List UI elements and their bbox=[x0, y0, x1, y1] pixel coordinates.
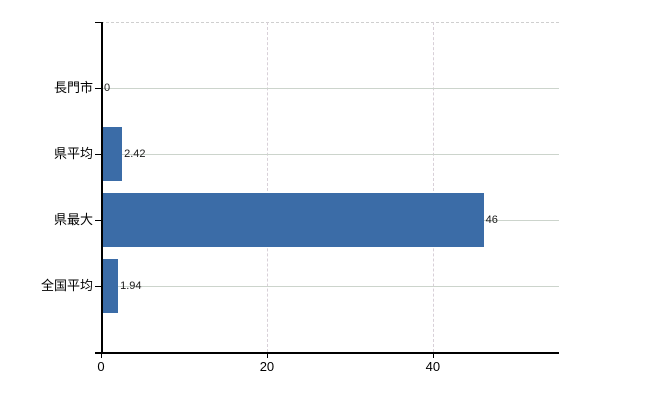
grid-line-horizontal bbox=[101, 87, 559, 89]
category-label: 全国平均 bbox=[40, 278, 93, 293]
bar bbox=[102, 193, 484, 247]
y-axis-tick bbox=[95, 87, 101, 89]
x-axis-tick bbox=[266, 352, 268, 358]
x-axis-line bbox=[95, 352, 559, 354]
x-axis-tick bbox=[432, 352, 434, 358]
y-axis-tick bbox=[95, 219, 101, 221]
value-label: 2.42 bbox=[124, 148, 146, 160]
bar bbox=[102, 259, 119, 313]
x-axis-tick bbox=[101, 352, 102, 358]
value-label: 46 bbox=[485, 214, 498, 226]
x-tick-label: 0 bbox=[97, 359, 105, 374]
grid-line-horizontal bbox=[101, 153, 559, 155]
category-label: 県平均 bbox=[53, 146, 93, 161]
x-tick-label: 20 bbox=[259, 359, 275, 374]
value-label: 0 bbox=[104, 82, 111, 94]
y-axis-top-tick bbox=[95, 22, 101, 23]
plot-top-border bbox=[101, 22, 559, 23]
category-label: 長門市 bbox=[53, 80, 93, 95]
x-tick-label: 40 bbox=[425, 359, 441, 374]
y-axis-tick bbox=[95, 153, 101, 155]
grid-line-vertical bbox=[266, 22, 268, 352]
bar bbox=[102, 127, 123, 181]
y-axis-line bbox=[101, 22, 103, 352]
y-axis-tick bbox=[95, 285, 101, 287]
category-label: 県最大 bbox=[53, 212, 93, 227]
grid-line-vertical bbox=[432, 22, 434, 352]
value-label: 1.94 bbox=[120, 280, 142, 292]
grid-line-horizontal bbox=[101, 285, 559, 287]
